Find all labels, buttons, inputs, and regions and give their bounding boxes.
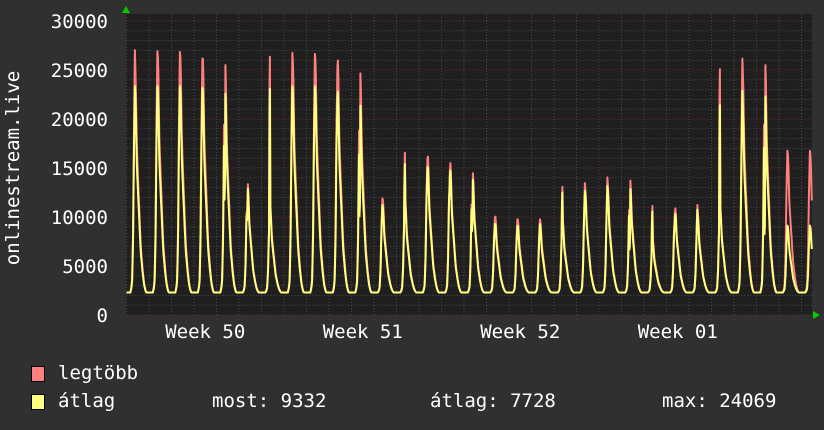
legend-swatch-max xyxy=(31,366,45,382)
y-tick-label: 10000 xyxy=(51,207,108,229)
x-tick-label: Week 01 xyxy=(638,321,718,343)
y-tick-label: 20000 xyxy=(51,109,108,131)
x-axis: Week 50 Week 51 Week 52 Week 01 xyxy=(165,321,718,343)
legend-label-max: legtöbb xyxy=(58,362,139,384)
series-line-avg xyxy=(126,85,813,294)
plot-background xyxy=(126,14,812,315)
y-tick-label: 30000 xyxy=(51,11,108,33)
legend-swatch-avg xyxy=(31,394,45,410)
grid xyxy=(126,14,812,316)
x-axis-arrow-icon xyxy=(813,311,820,319)
y-tick-label: 0 xyxy=(97,305,108,327)
y-tick-label: 5000 xyxy=(62,256,108,278)
y-axis-label: onlinestream.live xyxy=(2,71,24,265)
x-tick-label: Week 50 xyxy=(165,321,245,343)
y-axis: 0 5000 10000 15000 20000 25000 30000 xyxy=(51,11,108,327)
y-tick-label: 25000 xyxy=(51,60,108,82)
legend-label-avg: átlag xyxy=(58,390,116,412)
stat-average: átlag: 7728 xyxy=(430,390,556,412)
stat-max: max: 24069 xyxy=(662,390,777,412)
series xyxy=(126,49,813,294)
y-axis-arrow-icon xyxy=(122,6,130,13)
x-tick-label: Week 52 xyxy=(480,321,560,343)
stat-now: most: 9332 xyxy=(212,390,327,412)
y-tick-label: 15000 xyxy=(51,158,108,180)
x-tick-label: Week 51 xyxy=(323,321,403,343)
